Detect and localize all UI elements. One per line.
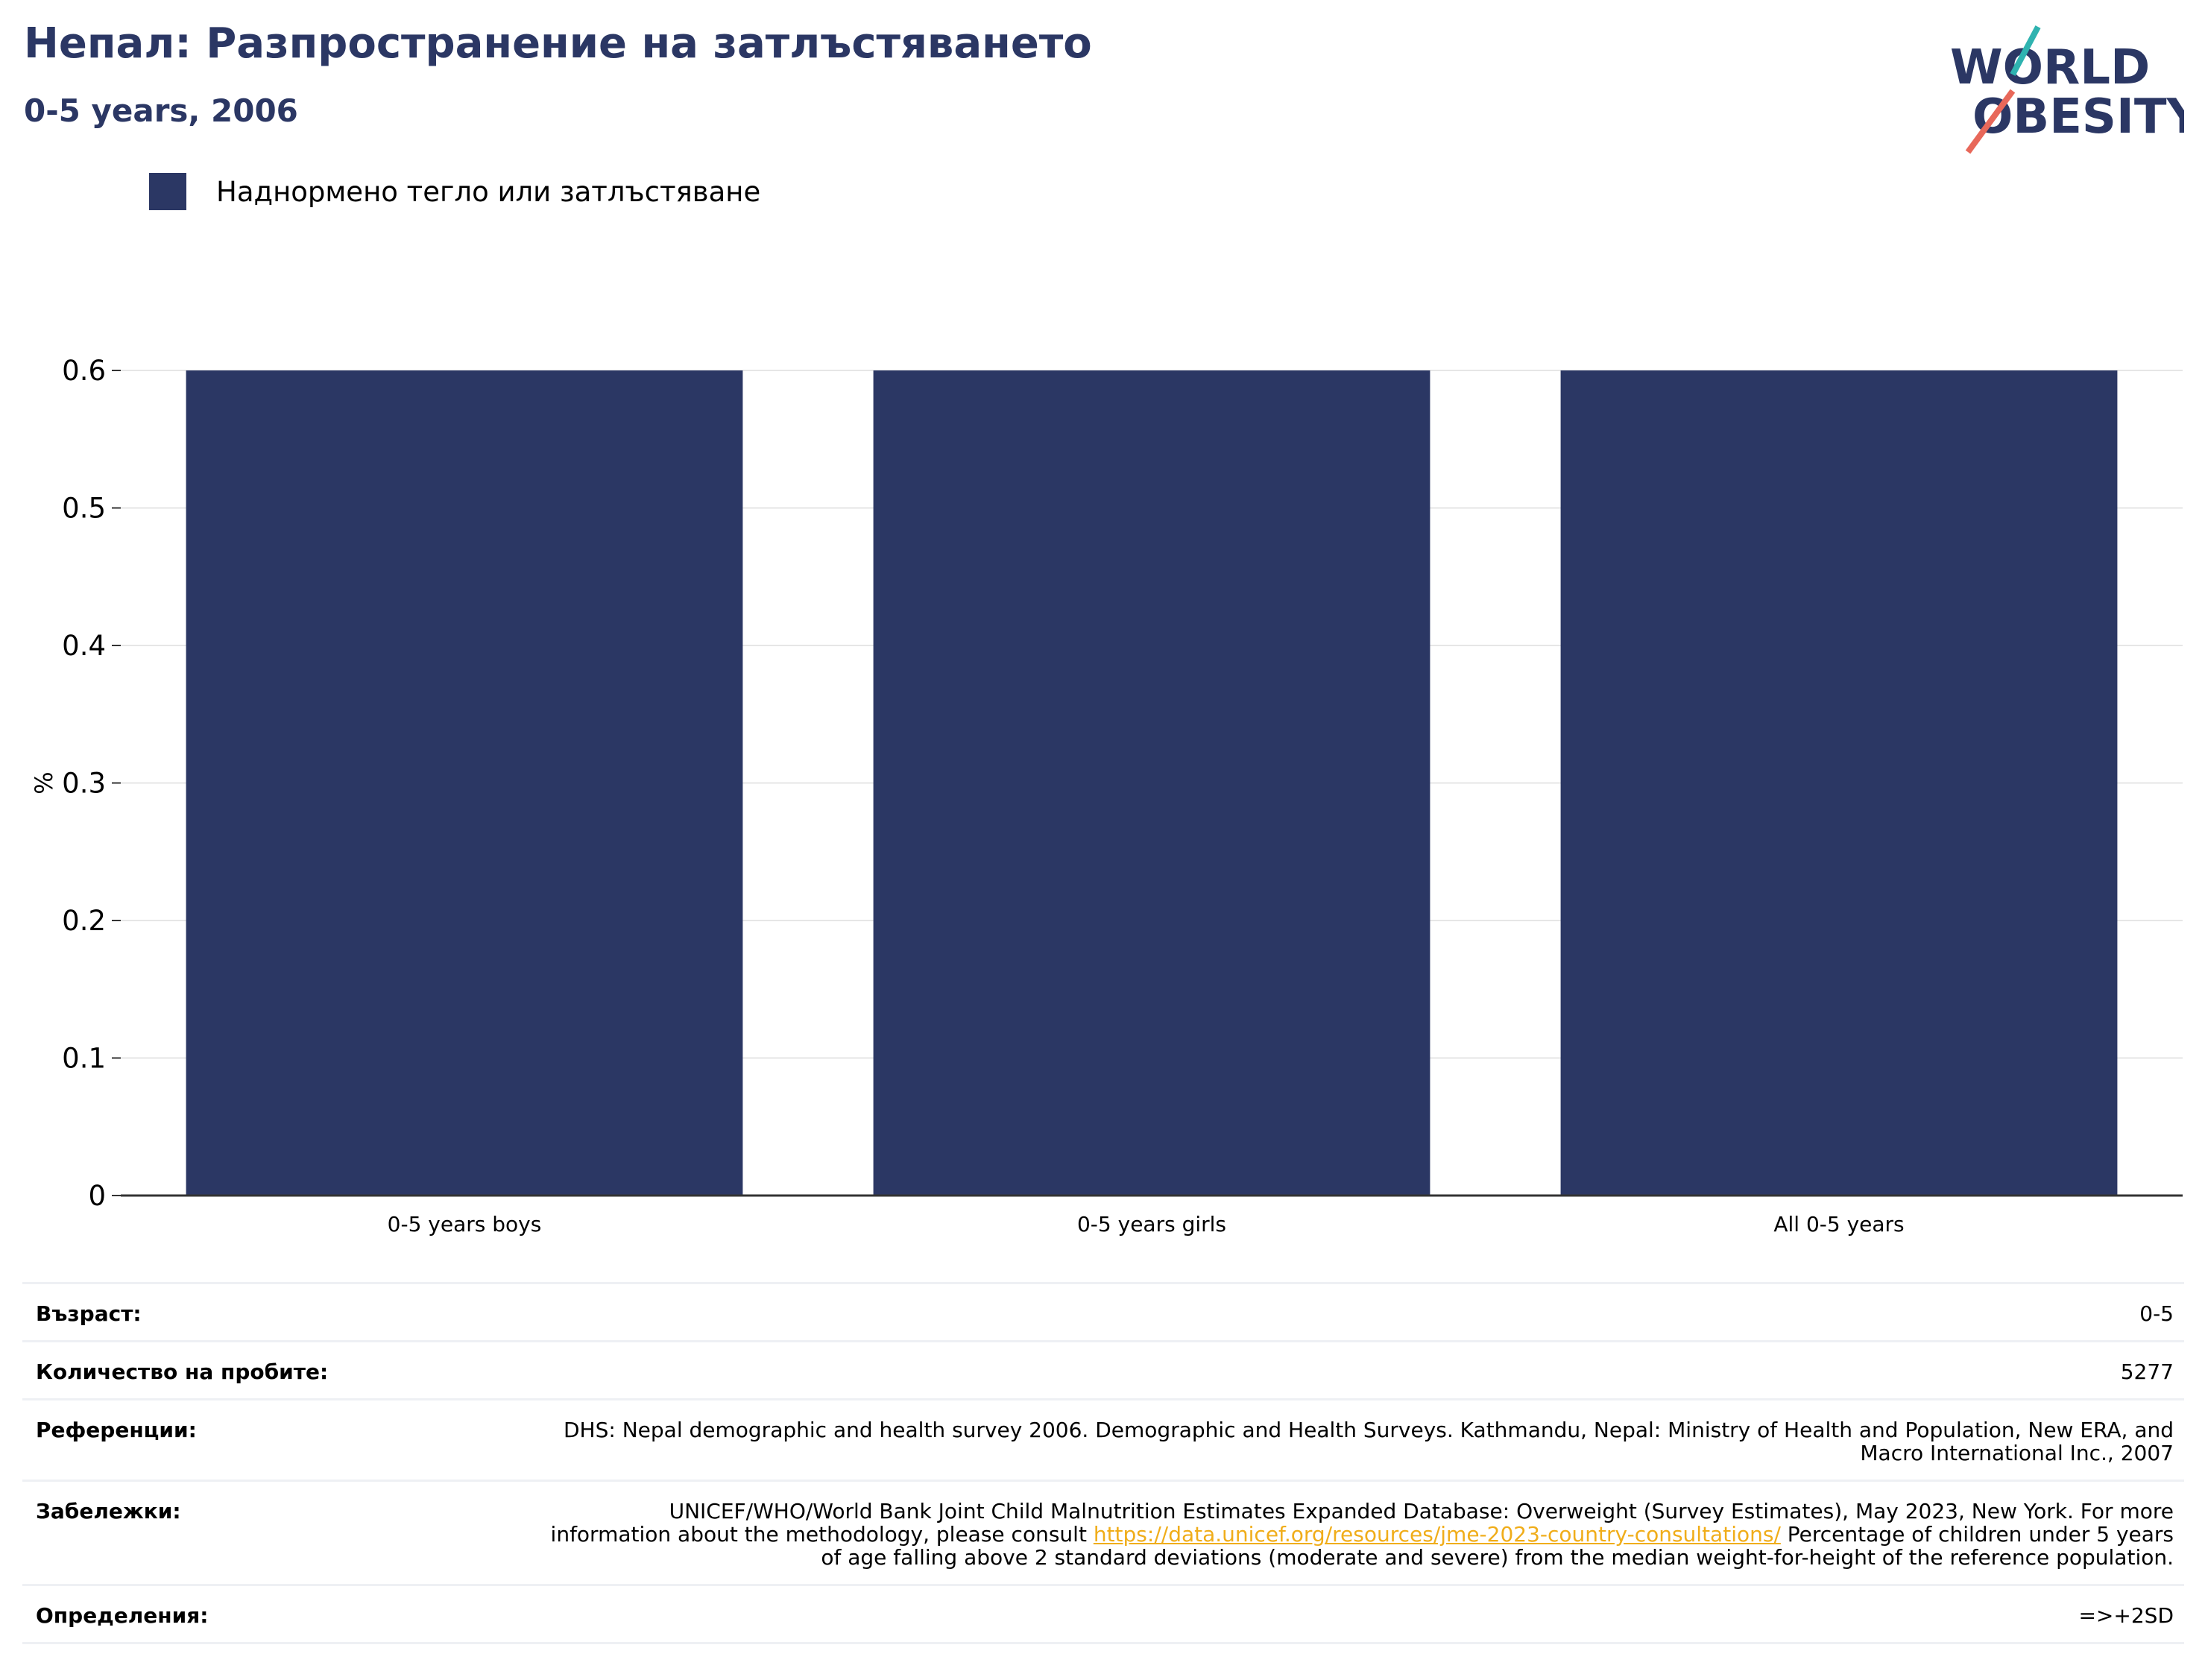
y-tick-label: 0.2 xyxy=(62,905,106,937)
x-axis-ticks: 0-5 years boys 0-5 years girls All 0-5 yea… xyxy=(388,1212,1905,1237)
bar-chart: 00.10.20.30.40.50.6 0-5 years boys 0-5 ye… xyxy=(30,355,2183,1237)
y-tick-label: 0 xyxy=(88,1180,106,1212)
legend-swatch xyxy=(149,173,186,210)
y-tick-label: 0.4 xyxy=(62,630,106,662)
x-tick-label: 0-5 years girls xyxy=(1077,1212,1226,1237)
info-row-age: Възраст: 0-5 xyxy=(22,1284,2184,1342)
logo-teal-stroke xyxy=(2010,25,2041,76)
info-table: Възраст: 0-5 Количество на пробите: 5277… xyxy=(22,1282,2184,1644)
bar[interactable] xyxy=(1560,370,2118,1196)
y-tick-label: 0.1 xyxy=(62,1043,106,1075)
x-tick-label: All 0-5 years xyxy=(1773,1212,1904,1237)
chart-bars xyxy=(186,370,2118,1196)
info-row-sample: Количество на пробите: 5277 xyxy=(22,1342,2184,1400)
world-obesity-logo: WORLD OBESITY xyxy=(1950,25,2184,154)
sample-label: Количество на пробите: xyxy=(36,1360,329,1384)
notes-text-after: Percentage of children under 5 years of … xyxy=(821,1522,2174,1570)
legend-label: Наднормено тегло или затлъстяване xyxy=(216,175,761,208)
chart-legend: Наднормено тегло или затлъстяване xyxy=(149,173,760,210)
y-axis-ticks: 0 0.1 0.2 0.3 0.4 0.5 0.6 xyxy=(62,355,121,1212)
notes-link[interactable]: https://data.unicef.org/resources/jme-20… xyxy=(1093,1522,1781,1547)
page-title: Непал: Разпространение на затлъстяването xyxy=(24,19,1092,68)
age-label: Възраст: xyxy=(36,1301,142,1326)
y-tick-label: 0.5 xyxy=(62,493,106,525)
y-tick-label: 0.6 xyxy=(62,355,106,387)
references-value: DHS: Nepal demographic and health survey… xyxy=(564,1418,2174,1465)
y-axis-label: % xyxy=(30,771,58,794)
definitions-label: Определения: xyxy=(36,1603,209,1628)
info-row-definitions: Определения: =>+2SD xyxy=(22,1586,2184,1644)
bar[interactable] xyxy=(186,370,743,1196)
notes-text-before: UNICEF/WHO/World Bank Joint Child Malnut… xyxy=(550,1499,2174,1547)
definitions-value: =>+2SD xyxy=(2078,1603,2174,1628)
logo-text-world: WORLD xyxy=(1950,40,2150,95)
y-tick-label: 0.3 xyxy=(62,768,106,800)
info-row-references: Референции: DHS: Nepal demographic and h… xyxy=(22,1400,2184,1482)
sample-value: 5277 xyxy=(2120,1360,2174,1384)
notes-value: UNICEF/WHO/World Bank Joint Child Malnut… xyxy=(549,1500,2174,1569)
references-label: Референции: xyxy=(36,1418,197,1442)
age-value: 0-5 xyxy=(2139,1301,2174,1326)
page-subtitle: 0-5 years, 2006 xyxy=(24,92,298,129)
notes-label: Забележки: xyxy=(36,1499,181,1523)
info-row-notes: Забележки: UNICEF/WHO/World Bank Joint C… xyxy=(22,1482,2184,1586)
logo-coral-stroke xyxy=(1965,89,2016,154)
bar[interactable] xyxy=(873,370,1430,1196)
x-tick-label: 0-5 years boys xyxy=(388,1212,542,1237)
